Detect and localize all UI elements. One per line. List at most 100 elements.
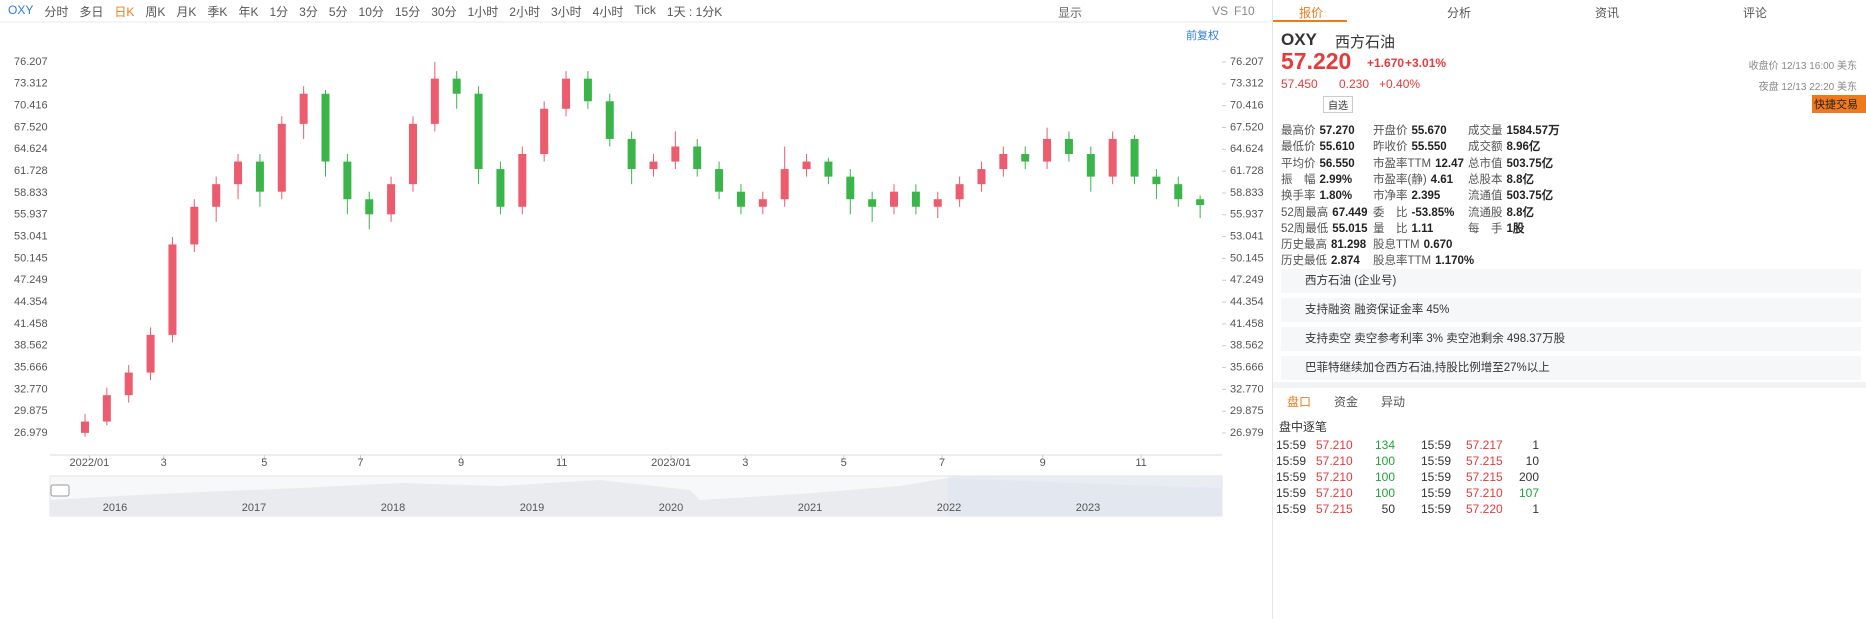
x-tick-label: 3 [161, 457, 167, 469]
candle-body [430, 78, 439, 124]
stat-value: 55.610 [1319, 141, 1355, 154]
period-btn[interactable]: 季K [207, 5, 228, 19]
period-btn[interactable]: 1分 [269, 5, 289, 19]
trade-cell: 15:59 [1276, 486, 1307, 500]
bottom-tab[interactable]: 资金 [1334, 395, 1359, 409]
info-row[interactable]: 支持卖空 卖空参考利率 3% 卖空池剩余 498.37万股 [1281, 327, 1861, 351]
stat: 最低价 55.610 [1281, 138, 1355, 154]
trade-btn[interactable]: 快捷交易 [1812, 95, 1866, 113]
period-btn[interactable]: 2小时 [509, 5, 540, 19]
y-tick-label: 61.728 [14, 165, 48, 177]
period-btn[interactable]: 15分 [394, 5, 421, 19]
candle-body [408, 123, 417, 185]
candle-body [671, 146, 680, 162]
candle-body [649, 161, 658, 170]
candle-body [868, 199, 877, 207]
period-btn[interactable]: 月K [176, 5, 197, 19]
candle-body [1130, 138, 1139, 177]
y-tick-label: 26.979 [14, 427, 48, 439]
y-tick-label: 64.624 [14, 143, 48, 155]
period-btn[interactable]: 3小时 [550, 5, 582, 19]
period-btn[interactable]: 1天 : 1分K [666, 5, 723, 19]
night-pct: +0.40% [1379, 77, 1421, 91]
f10-btn[interactable]: F10 [1234, 4, 1255, 18]
candle-body [518, 154, 527, 207]
stat-label: 昨收价 [1373, 141, 1408, 154]
trade-cell: 50 [1381, 502, 1395, 516]
candle-body [168, 244, 177, 335]
bottom-tab[interactable]: 异动 [1381, 395, 1406, 409]
display-btn[interactable]: 显示 [1058, 6, 1083, 20]
vs-btn[interactable]: VS [1212, 4, 1229, 18]
candle-body [1108, 138, 1117, 177]
y-tick-label: 55.937 [1230, 209, 1264, 221]
code: OXY [1281, 30, 1317, 49]
panel-tab[interactable]: 报价 [1299, 6, 1324, 20]
candle-body [299, 93, 308, 124]
candle-body [80, 421, 89, 433]
stat-value: 55.015 [1332, 222, 1368, 235]
stat-label: 最低价 [1281, 141, 1316, 154]
period-btn[interactable]: 3分 [299, 5, 318, 19]
candle-body [1043, 138, 1052, 162]
watch-btn[interactable]: 自选 [1323, 96, 1353, 113]
trade-cell: 57.215 [1466, 470, 1503, 484]
stat-label: 开盘价 [1373, 125, 1408, 137]
panel-tab[interactable]: 资讯 [1595, 6, 1620, 20]
info-row[interactable]: 巴菲特继续加仓西方石油,持股比例增至27%以上 [1281, 356, 1861, 380]
period-btn[interactable]: 日K [114, 5, 135, 19]
candle-body [802, 161, 811, 170]
y-tick-label: 76.207 [1230, 56, 1264, 68]
period-btn[interactable]: 周K [145, 5, 166, 19]
stat-label: 市盈率TTM [1373, 157, 1432, 170]
trade-cell: 15:59 [1276, 470, 1307, 484]
x-tick-label: 2022/01 [69, 457, 109, 469]
price: 57.220 [1281, 48, 1352, 74]
stat-label: 历史最低 [1281, 255, 1327, 268]
navigator-window[interactable] [948, 476, 1222, 516]
toolbar: OXY 分时 多日 日K 周K 月K 季K 年K 1分 3分 5分 10分 15分 30分 1小时 2小时 3小… [8, 3, 722, 20]
trade-cell: 134 [1374, 438, 1395, 452]
panel-tab[interactable]: 评论 [1743, 6, 1768, 20]
symbol[interactable]: OXY [8, 3, 34, 17]
stat: 平均价 56.550 [1281, 155, 1355, 171]
period-btn[interactable]: 分时 [44, 5, 69, 19]
period-btn[interactable]: 4小时 [592, 5, 624, 19]
y-tick-label: 76.207 [14, 56, 48, 68]
info-row[interactable]: 西方石油 (企业号) [1281, 269, 1861, 293]
period-btn[interactable]: 30分 [431, 5, 457, 19]
stat: 流通股 8.8亿 [1468, 204, 1534, 220]
navigator-year: 2019 [520, 502, 544, 514]
stat: 市盈率(静) 4.61 [1373, 171, 1453, 187]
y-tick-label: 29.875 [14, 405, 48, 417]
navigator-menu[interactable] [50, 484, 70, 497]
period-btn[interactable]: 年K [238, 5, 259, 19]
period-btn[interactable]: 多日 [79, 5, 104, 19]
trade-cell: 57.210 [1316, 486, 1353, 500]
info-row[interactable]: 支持融资 融资保证金率 45% [1281, 298, 1861, 322]
x-tick-label: 11 [1135, 457, 1146, 469]
stat-value: 12.47 [1435, 157, 1464, 170]
adjust-btn[interactable]: 前复权 [1186, 30, 1219, 42]
stat: 总股本 8.8亿 [1468, 171, 1534, 187]
navigator-year: 2023 [1076, 502, 1100, 514]
candle-body [190, 206, 199, 245]
period-btn[interactable]: 1小时 [467, 5, 499, 19]
period-btn[interactable]: 10分 [358, 5, 384, 19]
x-tick-label: 9 [1040, 457, 1046, 469]
quote-panel: 报价 分析 资讯 评论 OXY 西方石油 57.220 +1.670 +3.01% 收盘价 12/… [1272, 0, 1866, 619]
y-tick-label: 32.770 [14, 383, 48, 395]
candle-body [780, 169, 789, 200]
stat: 振 幅 2.99% [1281, 171, 1352, 187]
stat-value: 503.75亿 [1506, 190, 1554, 203]
panel-tab[interactable]: 分析 [1447, 6, 1472, 20]
stat: 股息率TTM 1.170% [1373, 252, 1474, 268]
period-btn[interactable]: 5分 [328, 5, 348, 19]
bottom-tab[interactable]: 盘口 [1287, 395, 1312, 409]
stat-value: 1.11 [1411, 222, 1434, 235]
candle-body [846, 176, 855, 200]
period-btn[interactable]: Tick [634, 3, 656, 17]
y-tick-label: 38.562 [1230, 340, 1264, 352]
stat-value: 1584.57万 [1506, 125, 1560, 137]
candle-body [496, 169, 505, 207]
